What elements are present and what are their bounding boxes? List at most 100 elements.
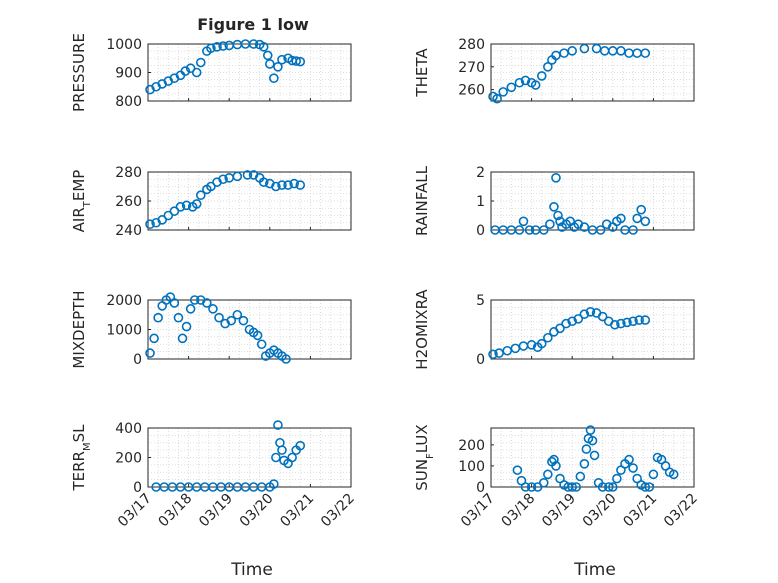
data-point bbox=[488, 349, 498, 360]
data-point bbox=[218, 174, 228, 185]
data-point bbox=[212, 42, 222, 52]
y-tick-label: 260 bbox=[458, 83, 485, 99]
y-tick-label: 1000 bbox=[106, 323, 142, 339]
data-point bbox=[628, 316, 638, 327]
data-point bbox=[538, 225, 549, 235]
data-point bbox=[561, 318, 571, 329]
data-point bbox=[567, 482, 578, 492]
data-point bbox=[269, 73, 279, 83]
data-point bbox=[520, 482, 531, 492]
data-point bbox=[559, 48, 569, 58]
data-point bbox=[492, 93, 502, 104]
data-point bbox=[295, 56, 306, 67]
data-point bbox=[252, 330, 263, 341]
data-point bbox=[295, 180, 306, 190]
data-point bbox=[543, 332, 553, 343]
data-point bbox=[169, 298, 180, 308]
y-axis-label: PRESSURE bbox=[70, 33, 88, 112]
data-point bbox=[526, 482, 537, 492]
data-point bbox=[238, 315, 249, 326]
data-point bbox=[640, 482, 651, 492]
data-point bbox=[610, 319, 620, 330]
data-point bbox=[195, 57, 206, 68]
data-point bbox=[277, 54, 287, 65]
data-point bbox=[555, 323, 565, 334]
data-point bbox=[191, 199, 202, 209]
x-axis-label-left: Time bbox=[230, 560, 273, 580]
data-point bbox=[175, 202, 186, 212]
data-point bbox=[518, 216, 529, 227]
y-tick-label: 0 bbox=[133, 352, 142, 368]
data-point bbox=[520, 75, 531, 86]
data-point bbox=[526, 340, 537, 350]
data-point bbox=[191, 67, 202, 78]
data-point bbox=[173, 312, 184, 323]
data-point bbox=[283, 180, 293, 190]
data-point bbox=[510, 343, 521, 354]
data-point bbox=[232, 171, 243, 182]
data-point bbox=[202, 298, 212, 308]
subplot-h2omixra: 0 5 H2OMIXRA bbox=[413, 289, 695, 370]
data-point bbox=[536, 338, 547, 349]
data-point bbox=[575, 471, 586, 482]
data-point bbox=[287, 452, 297, 463]
data-point bbox=[616, 213, 626, 224]
data-point bbox=[248, 39, 259, 49]
data-point bbox=[273, 62, 283, 72]
x-tick-label: 03/17 bbox=[115, 491, 155, 531]
data-point bbox=[640, 48, 651, 58]
data-point bbox=[640, 216, 651, 227]
data-point bbox=[153, 312, 163, 323]
data-point bbox=[177, 333, 188, 344]
y-tick-label: 0 bbox=[476, 480, 485, 496]
data-point bbox=[597, 482, 608, 492]
data-point bbox=[502, 345, 513, 356]
x-tick-label: 03/20 bbox=[580, 491, 620, 531]
data-point bbox=[181, 200, 192, 211]
data-point bbox=[295, 440, 306, 451]
data-point bbox=[218, 41, 228, 51]
x-tick-label: 03/18 bbox=[156, 491, 196, 531]
data-point bbox=[269, 479, 279, 489]
x-axis-label-right: Time bbox=[573, 560, 616, 580]
x-tick-label: 03/19 bbox=[196, 491, 236, 531]
subplot-sun-flux: 0 100 200 03/17 03/18 03/19 03/20 03/21 03/22 SUN… bbox=[413, 424, 701, 530]
data-point bbox=[589, 450, 600, 461]
data-point bbox=[607, 482, 618, 492]
data-point bbox=[536, 71, 547, 81]
data-point bbox=[214, 312, 224, 323]
figure-title: Figure 1 low bbox=[197, 15, 309, 34]
y-axis-label: MIXDEPTH bbox=[70, 290, 88, 368]
data-point bbox=[180, 66, 191, 76]
data-point bbox=[264, 59, 275, 69]
data-point bbox=[595, 225, 606, 235]
data-point bbox=[514, 77, 525, 88]
data-point bbox=[291, 56, 301, 66]
x-tick-label: 03/21 bbox=[620, 491, 660, 531]
axes-box bbox=[490, 427, 695, 488]
data-point bbox=[597, 311, 608, 322]
data-point bbox=[262, 50, 273, 61]
data-point bbox=[498, 87, 508, 97]
data-point bbox=[258, 177, 269, 187]
y-tick-label: 0 bbox=[476, 352, 485, 368]
data-point bbox=[579, 309, 590, 319]
x-tick-label: 03/21 bbox=[277, 491, 317, 531]
y-tick-label: 260 bbox=[115, 194, 142, 210]
data-point bbox=[624, 454, 634, 465]
data-point bbox=[640, 315, 651, 325]
y-axis-label: SUNFLUX bbox=[413, 424, 436, 490]
y-tick-label: 280 bbox=[115, 165, 142, 181]
data-point bbox=[195, 190, 206, 200]
data-point bbox=[518, 341, 529, 351]
data-point bbox=[163, 210, 174, 221]
data-point bbox=[648, 469, 659, 480]
y-tick-label: 100 bbox=[458, 459, 485, 475]
data-point bbox=[567, 316, 578, 327]
data-point bbox=[612, 473, 622, 484]
data-point bbox=[185, 304, 196, 314]
y-tick-label: 240 bbox=[115, 223, 142, 239]
data-point bbox=[579, 222, 590, 232]
data-point bbox=[549, 202, 559, 212]
